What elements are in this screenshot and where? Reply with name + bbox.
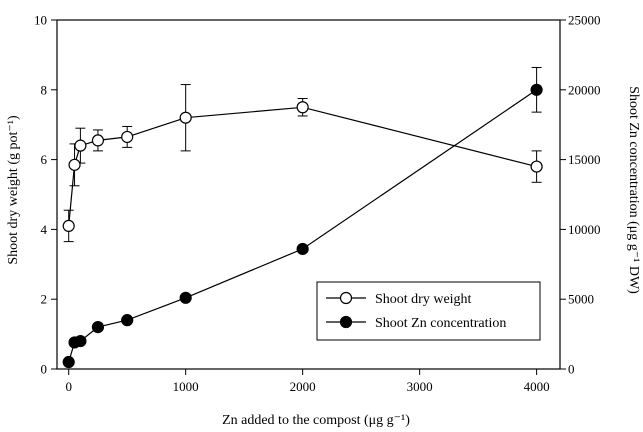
data-point xyxy=(179,291,192,304)
data-point xyxy=(179,111,192,124)
plot-frame xyxy=(56,19,561,370)
legend-label-dry-weight: Shoot dry weight xyxy=(375,292,472,307)
data-point xyxy=(530,83,543,96)
x-tick-label: 3000 xyxy=(407,379,433,394)
axes: 0 1000 2000 3000 4000 0 2 4 6 8 10 0 5000 10000 15000 2… xyxy=(34,13,601,395)
y2-tick-label: 25000 xyxy=(568,13,601,28)
y-tick-label: 2 xyxy=(41,292,48,307)
y-tick-label: 8 xyxy=(41,82,48,97)
data-point xyxy=(91,321,105,334)
legend: Shoot dry weight Shoot Zn concentration xyxy=(316,281,541,341)
y2-tick-label: 15000 xyxy=(568,152,601,167)
data-point xyxy=(91,134,105,147)
y-tick-label: 10 xyxy=(34,13,47,28)
data-point xyxy=(74,334,87,348)
series-layer xyxy=(62,66,543,369)
y2-tick-label: 10000 xyxy=(568,222,601,237)
data-point xyxy=(530,160,543,173)
x-tick-label: 1000 xyxy=(173,379,199,394)
x-tick-label: 4000 xyxy=(524,379,550,394)
data-point xyxy=(62,355,75,369)
legend-marker-filled-circle xyxy=(339,315,353,329)
data-point xyxy=(68,158,81,171)
data-point xyxy=(62,219,75,233)
y-tick-label: 0 xyxy=(41,362,48,377)
legend-box xyxy=(316,281,541,341)
data-point xyxy=(121,130,134,144)
legend-marker-open-circle xyxy=(339,291,353,305)
legend-label-zn-concentration: Shoot Zn concentration xyxy=(375,316,506,331)
x-tick-label: 2000 xyxy=(290,379,316,394)
y-tick-label: 4 xyxy=(41,222,48,237)
data-point xyxy=(296,242,309,256)
data-point xyxy=(121,314,134,327)
y-axis-title: Shoot dry weight (g pot⁻¹) xyxy=(6,115,21,265)
series-line-0 xyxy=(68,106,537,226)
y2-axis-title: Shoot Zn concentration (μg g⁻¹ DW) xyxy=(626,86,641,294)
y2-tick-label: 20000 xyxy=(568,82,601,97)
data-point xyxy=(296,101,309,114)
y2-tick-label: 0 xyxy=(568,362,575,377)
y-tick-label: 6 xyxy=(41,152,48,167)
data-point xyxy=(74,139,87,152)
y2-tick-label: 5000 xyxy=(568,292,594,307)
x-axis-title: Zn added to the compost (μg g⁻¹) xyxy=(222,413,410,428)
x-tick-label: 0 xyxy=(65,379,72,394)
